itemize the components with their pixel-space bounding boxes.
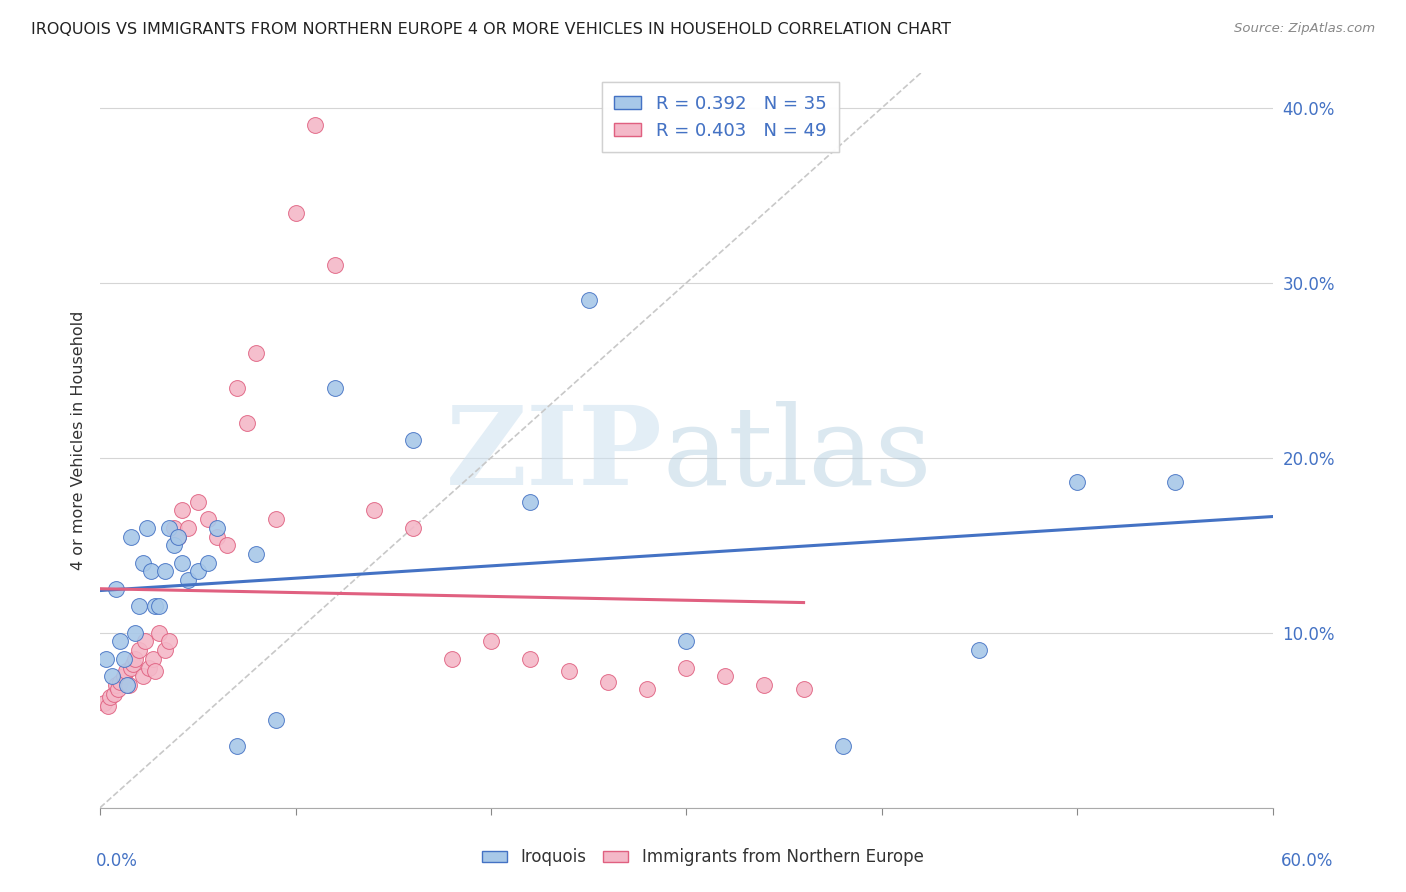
Point — [157, 521, 180, 535]
Point — [124, 625, 146, 640]
Point — [148, 599, 170, 614]
Point — [142, 652, 165, 666]
Point — [217, 538, 239, 552]
Point — [187, 565, 209, 579]
Point — [793, 681, 815, 696]
Point — [136, 521, 159, 535]
Point — [245, 346, 267, 360]
Point — [104, 582, 127, 596]
Point — [235, 416, 257, 430]
Point — [714, 669, 737, 683]
Point — [94, 652, 117, 666]
Point — [134, 634, 156, 648]
Text: ZIP: ZIP — [446, 401, 662, 508]
Point — [98, 690, 121, 705]
Point — [187, 494, 209, 508]
Point — [163, 538, 186, 552]
Point — [132, 556, 155, 570]
Point — [163, 521, 186, 535]
Point — [124, 652, 146, 666]
Point — [519, 652, 541, 666]
Point — [177, 573, 200, 587]
Point — [112, 652, 135, 666]
Point — [167, 529, 190, 543]
Point — [120, 661, 142, 675]
Point — [120, 529, 142, 543]
Point — [148, 625, 170, 640]
Point — [402, 434, 425, 448]
Point — [97, 699, 120, 714]
Point — [578, 293, 600, 308]
Legend: R = 0.392   N = 35, R = 0.403   N = 49: R = 0.392 N = 35, R = 0.403 N = 49 — [602, 82, 839, 153]
Y-axis label: 4 or more Vehicles in Household: 4 or more Vehicles in Household — [72, 310, 86, 570]
Text: 0.0%: 0.0% — [96, 852, 138, 870]
Text: IROQUOIS VS IMMIGRANTS FROM NORTHERN EUROPE 4 OR MORE VEHICLES IN HOUSEHOLD CORR: IROQUOIS VS IMMIGRANTS FROM NORTHERN EUR… — [31, 22, 950, 37]
Point — [598, 674, 620, 689]
Point — [157, 634, 180, 648]
Point — [225, 381, 247, 395]
Point — [128, 599, 150, 614]
Point — [153, 565, 176, 579]
Point — [128, 643, 150, 657]
Point — [969, 643, 991, 657]
Point — [108, 674, 131, 689]
Point — [1164, 475, 1187, 490]
Point — [754, 678, 776, 692]
Point — [143, 599, 166, 614]
Point — [323, 259, 346, 273]
Point — [103, 687, 125, 701]
Point — [101, 669, 124, 683]
Point — [167, 529, 190, 543]
Point — [114, 664, 136, 678]
Point — [153, 643, 176, 657]
Point — [402, 521, 425, 535]
Point — [304, 119, 326, 133]
Point — [225, 739, 247, 754]
Point — [117, 678, 139, 692]
Point — [558, 664, 581, 678]
Point — [112, 669, 135, 683]
Point — [104, 678, 127, 692]
Point — [245, 547, 267, 561]
Point — [108, 634, 131, 648]
Text: atlas: atlas — [662, 401, 932, 508]
Point — [363, 503, 385, 517]
Legend: Iroquois, Immigrants from Northern Europe: Iroquois, Immigrants from Northern Europ… — [475, 842, 931, 873]
Point — [197, 556, 219, 570]
Point — [143, 664, 166, 678]
Point — [264, 713, 287, 727]
Point — [197, 512, 219, 526]
Text: 60.0%: 60.0% — [1281, 852, 1333, 870]
Point — [636, 681, 658, 696]
Point — [172, 503, 194, 517]
Point — [675, 634, 697, 648]
Point — [118, 678, 141, 692]
Point — [440, 652, 463, 666]
Point — [177, 521, 200, 535]
Point — [172, 556, 194, 570]
Point — [93, 696, 115, 710]
Text: Source: ZipAtlas.com: Source: ZipAtlas.com — [1234, 22, 1375, 36]
Point — [207, 521, 229, 535]
Point — [831, 739, 853, 754]
Point — [138, 661, 160, 675]
Point — [479, 634, 502, 648]
Point — [132, 669, 155, 683]
Point — [122, 657, 145, 672]
Point — [519, 494, 541, 508]
Point — [264, 512, 287, 526]
Point — [284, 206, 307, 220]
Point — [675, 661, 697, 675]
Point — [1066, 475, 1088, 490]
Point — [107, 681, 129, 696]
Point — [207, 529, 229, 543]
Point — [323, 381, 346, 395]
Point — [139, 565, 162, 579]
